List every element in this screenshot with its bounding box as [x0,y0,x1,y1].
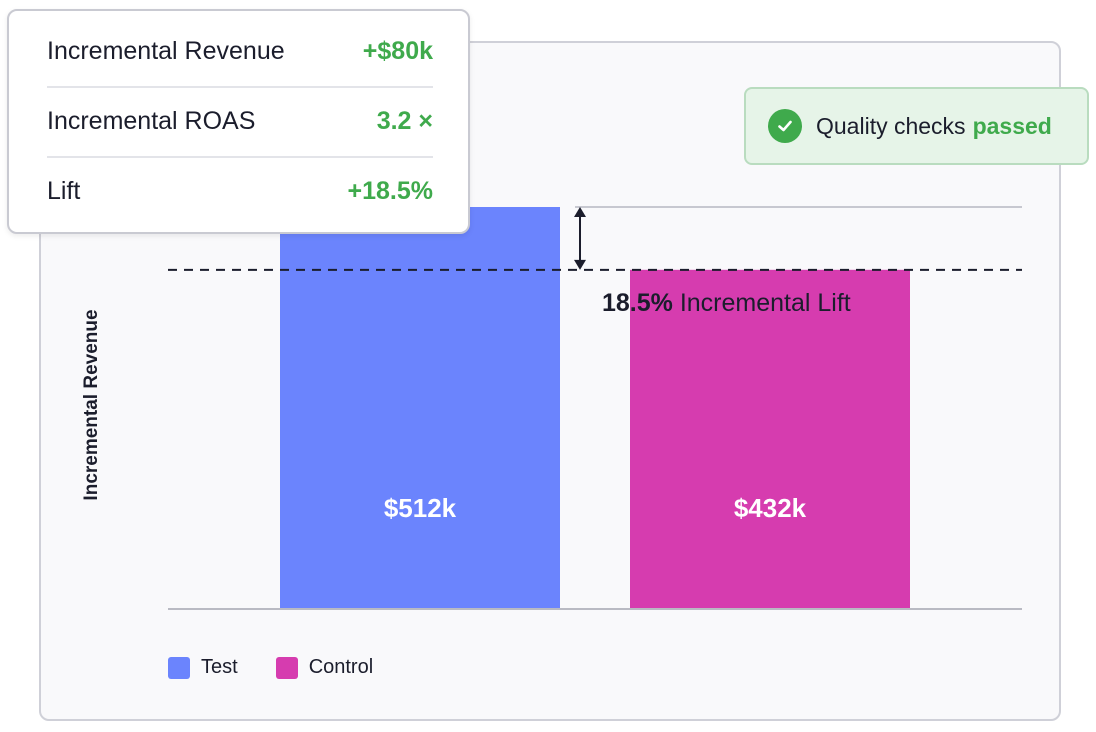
bar-control [630,269,910,609]
legend-label: Control [308,656,374,678]
legend-item-test: Test [168,656,238,679]
metric-label: Incremental ROAS [47,106,256,135]
legend-item-control: Control [275,656,374,679]
quality-label: Quality checks [816,112,966,139]
lift-annotation-text: Incremental Lift [673,289,851,317]
legend-swatch-test [168,656,190,679]
lift-annotation-value: 18.5% [602,289,673,317]
lift-annotation: 18.5% Incremental Lift [602,289,851,317]
quality-status: passed [972,112,1052,139]
check-circle-icon [768,109,802,143]
metric-row-incremental-revenue: Incremental Revenue +$80k [47,16,433,88]
y-axis-label: Incremental Revenue [81,309,102,500]
lift-arrow-down-icon [574,259,586,270]
bar-value-label: $512k [384,493,457,523]
metric-label: Lift [47,176,81,205]
metric-value: +18.5% [347,176,434,205]
metric-row-lift: Lift +18.5% [47,156,433,226]
bar-test [280,207,560,609]
quality-badge: Quality checks passed [744,87,1089,165]
lift-arrow-up-icon [574,207,586,217]
legend-swatch-control [275,656,298,679]
legend: Test Control [168,656,411,679]
metric-label: Incremental Revenue [47,36,285,65]
metric-row-incremental-roas: Incremental ROAS 3.2 × [47,86,433,158]
legend-label: Test [201,656,238,678]
bar-value-label: $432k [734,493,807,523]
metrics-card: Incremental Revenue +$80k Incremental RO… [7,9,470,234]
metric-value: +$80k [362,36,433,65]
metric-value: 3.2 × [376,106,433,135]
